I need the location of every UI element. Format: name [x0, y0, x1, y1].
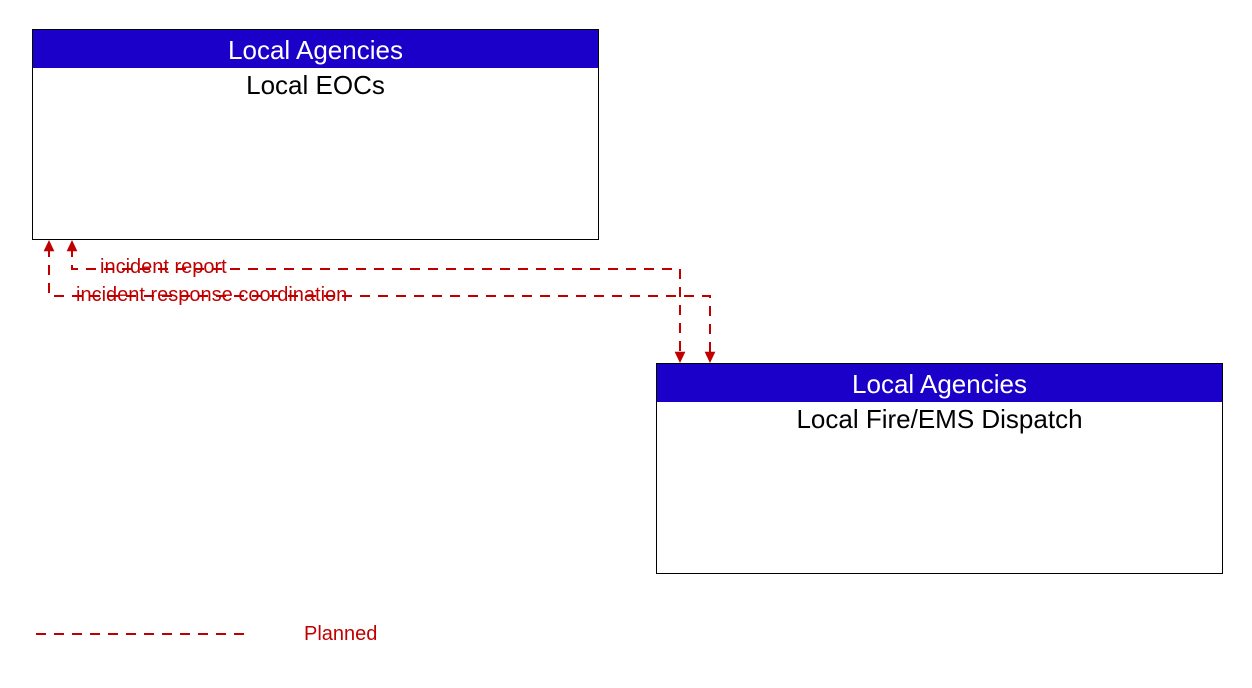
arrow-up-incident-response-coordination: [44, 240, 55, 251]
node-local-fire-ems-dispatch: Local Agencies Local Fire/EMS Dispatch: [656, 363, 1223, 574]
node-local-eocs-body: Local EOCs: [33, 68, 598, 101]
node-local-fire-ems-dispatch-header: Local Agencies: [657, 364, 1222, 402]
arrow-up-incident-report: [67, 240, 78, 251]
node-local-fire-ems-dispatch-body: Local Fire/EMS Dispatch: [657, 402, 1222, 435]
arrow-down-incident-report: [675, 352, 686, 363]
node-local-eocs: Local Agencies Local EOCs: [32, 29, 599, 240]
arrow-down-incident-response-coordination: [705, 352, 716, 363]
flow-label-incident-report: incident report: [96, 256, 231, 279]
node-local-eocs-header: Local Agencies: [33, 30, 598, 68]
flow-label-incident-response-coordination: incident response coordination: [72, 284, 351, 307]
legend-label-planned: Planned: [304, 623, 377, 646]
